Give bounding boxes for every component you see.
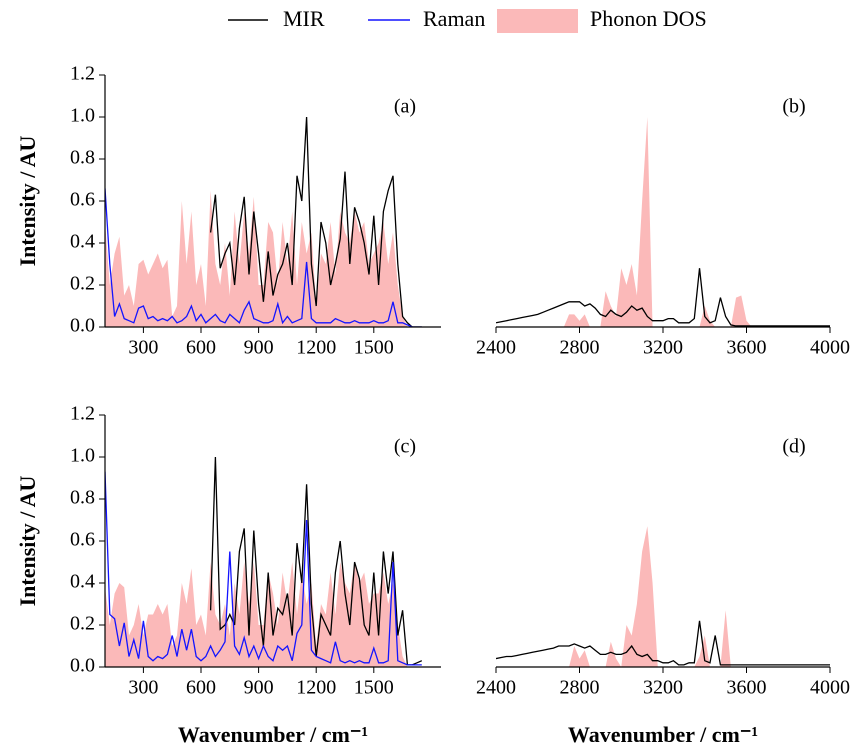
x-tick-label: 3200 bbox=[643, 337, 683, 359]
x-tick-label: 600 bbox=[186, 677, 216, 699]
x-tick-label: 300 bbox=[128, 677, 158, 699]
y-tick-label: 0.6 bbox=[70, 529, 95, 551]
line bbox=[496, 620, 830, 666]
legend-swatch bbox=[497, 9, 578, 33]
y-tick-label: 0.2 bbox=[70, 613, 95, 635]
area bbox=[496, 117, 830, 327]
y-tick-label: 0.0 bbox=[70, 655, 95, 677]
x-tick-label: 1200 bbox=[296, 337, 336, 359]
y-tick-label: 0.4 bbox=[70, 231, 95, 253]
x-tick-label: 3200 bbox=[643, 677, 683, 699]
x-tick-label: 3600 bbox=[727, 677, 767, 699]
area bbox=[105, 190, 422, 327]
panel-label: (c) bbox=[394, 436, 416, 458]
x-tick-label: 4000 bbox=[810, 677, 850, 699]
x-tick-label: 2800 bbox=[560, 677, 600, 699]
legend-label: Phonon DOS bbox=[590, 6, 707, 31]
y-axis-label: Intensity / AU bbox=[15, 135, 40, 266]
panel-label: (b) bbox=[782, 96, 805, 118]
x-tick-label: 3600 bbox=[727, 337, 767, 359]
y-tick-label: 0.2 bbox=[70, 273, 95, 295]
x-tick-label: 1500 bbox=[354, 337, 394, 359]
y-tick-label: 0.8 bbox=[70, 487, 95, 509]
line bbox=[105, 188, 422, 327]
x-tick-label: 900 bbox=[244, 677, 274, 699]
x-tick-label: 2400 bbox=[476, 677, 516, 699]
y-tick-label: 1.2 bbox=[70, 63, 95, 85]
area bbox=[496, 526, 830, 667]
line bbox=[209, 116, 422, 327]
x-axis-label: Wavenumber / cm⁻¹ bbox=[178, 722, 368, 747]
x-tick-label: 2400 bbox=[476, 337, 516, 359]
legend-label: Raman bbox=[423, 6, 485, 31]
line bbox=[105, 471, 422, 666]
line bbox=[496, 268, 830, 327]
y-tick-label: 0.4 bbox=[70, 571, 95, 593]
x-tick-label: 2800 bbox=[560, 337, 600, 359]
x-tick-label: 600 bbox=[186, 337, 216, 359]
y-tick-label: 1.0 bbox=[70, 445, 95, 467]
legend-label: MIR bbox=[283, 6, 325, 31]
x-tick-label: 300 bbox=[128, 337, 158, 359]
x-tick-label: 4000 bbox=[810, 337, 850, 359]
y-tick-label: 0.6 bbox=[70, 189, 95, 211]
y-tick-label: 1.0 bbox=[70, 105, 95, 127]
x-tick-label: 1200 bbox=[296, 677, 336, 699]
panel-label: (d) bbox=[782, 436, 805, 458]
x-tick-label: 900 bbox=[244, 337, 274, 359]
y-axis-label: Intensity / AU bbox=[15, 475, 40, 606]
x-axis-label: Wavenumber / cm⁻¹ bbox=[568, 722, 758, 747]
y-tick-label: 0.8 bbox=[70, 147, 95, 169]
panel-label: (a) bbox=[394, 96, 416, 118]
y-tick-label: 0.0 bbox=[70, 315, 95, 337]
x-tick-label: 1500 bbox=[354, 677, 394, 699]
y-tick-label: 1.2 bbox=[70, 403, 95, 425]
